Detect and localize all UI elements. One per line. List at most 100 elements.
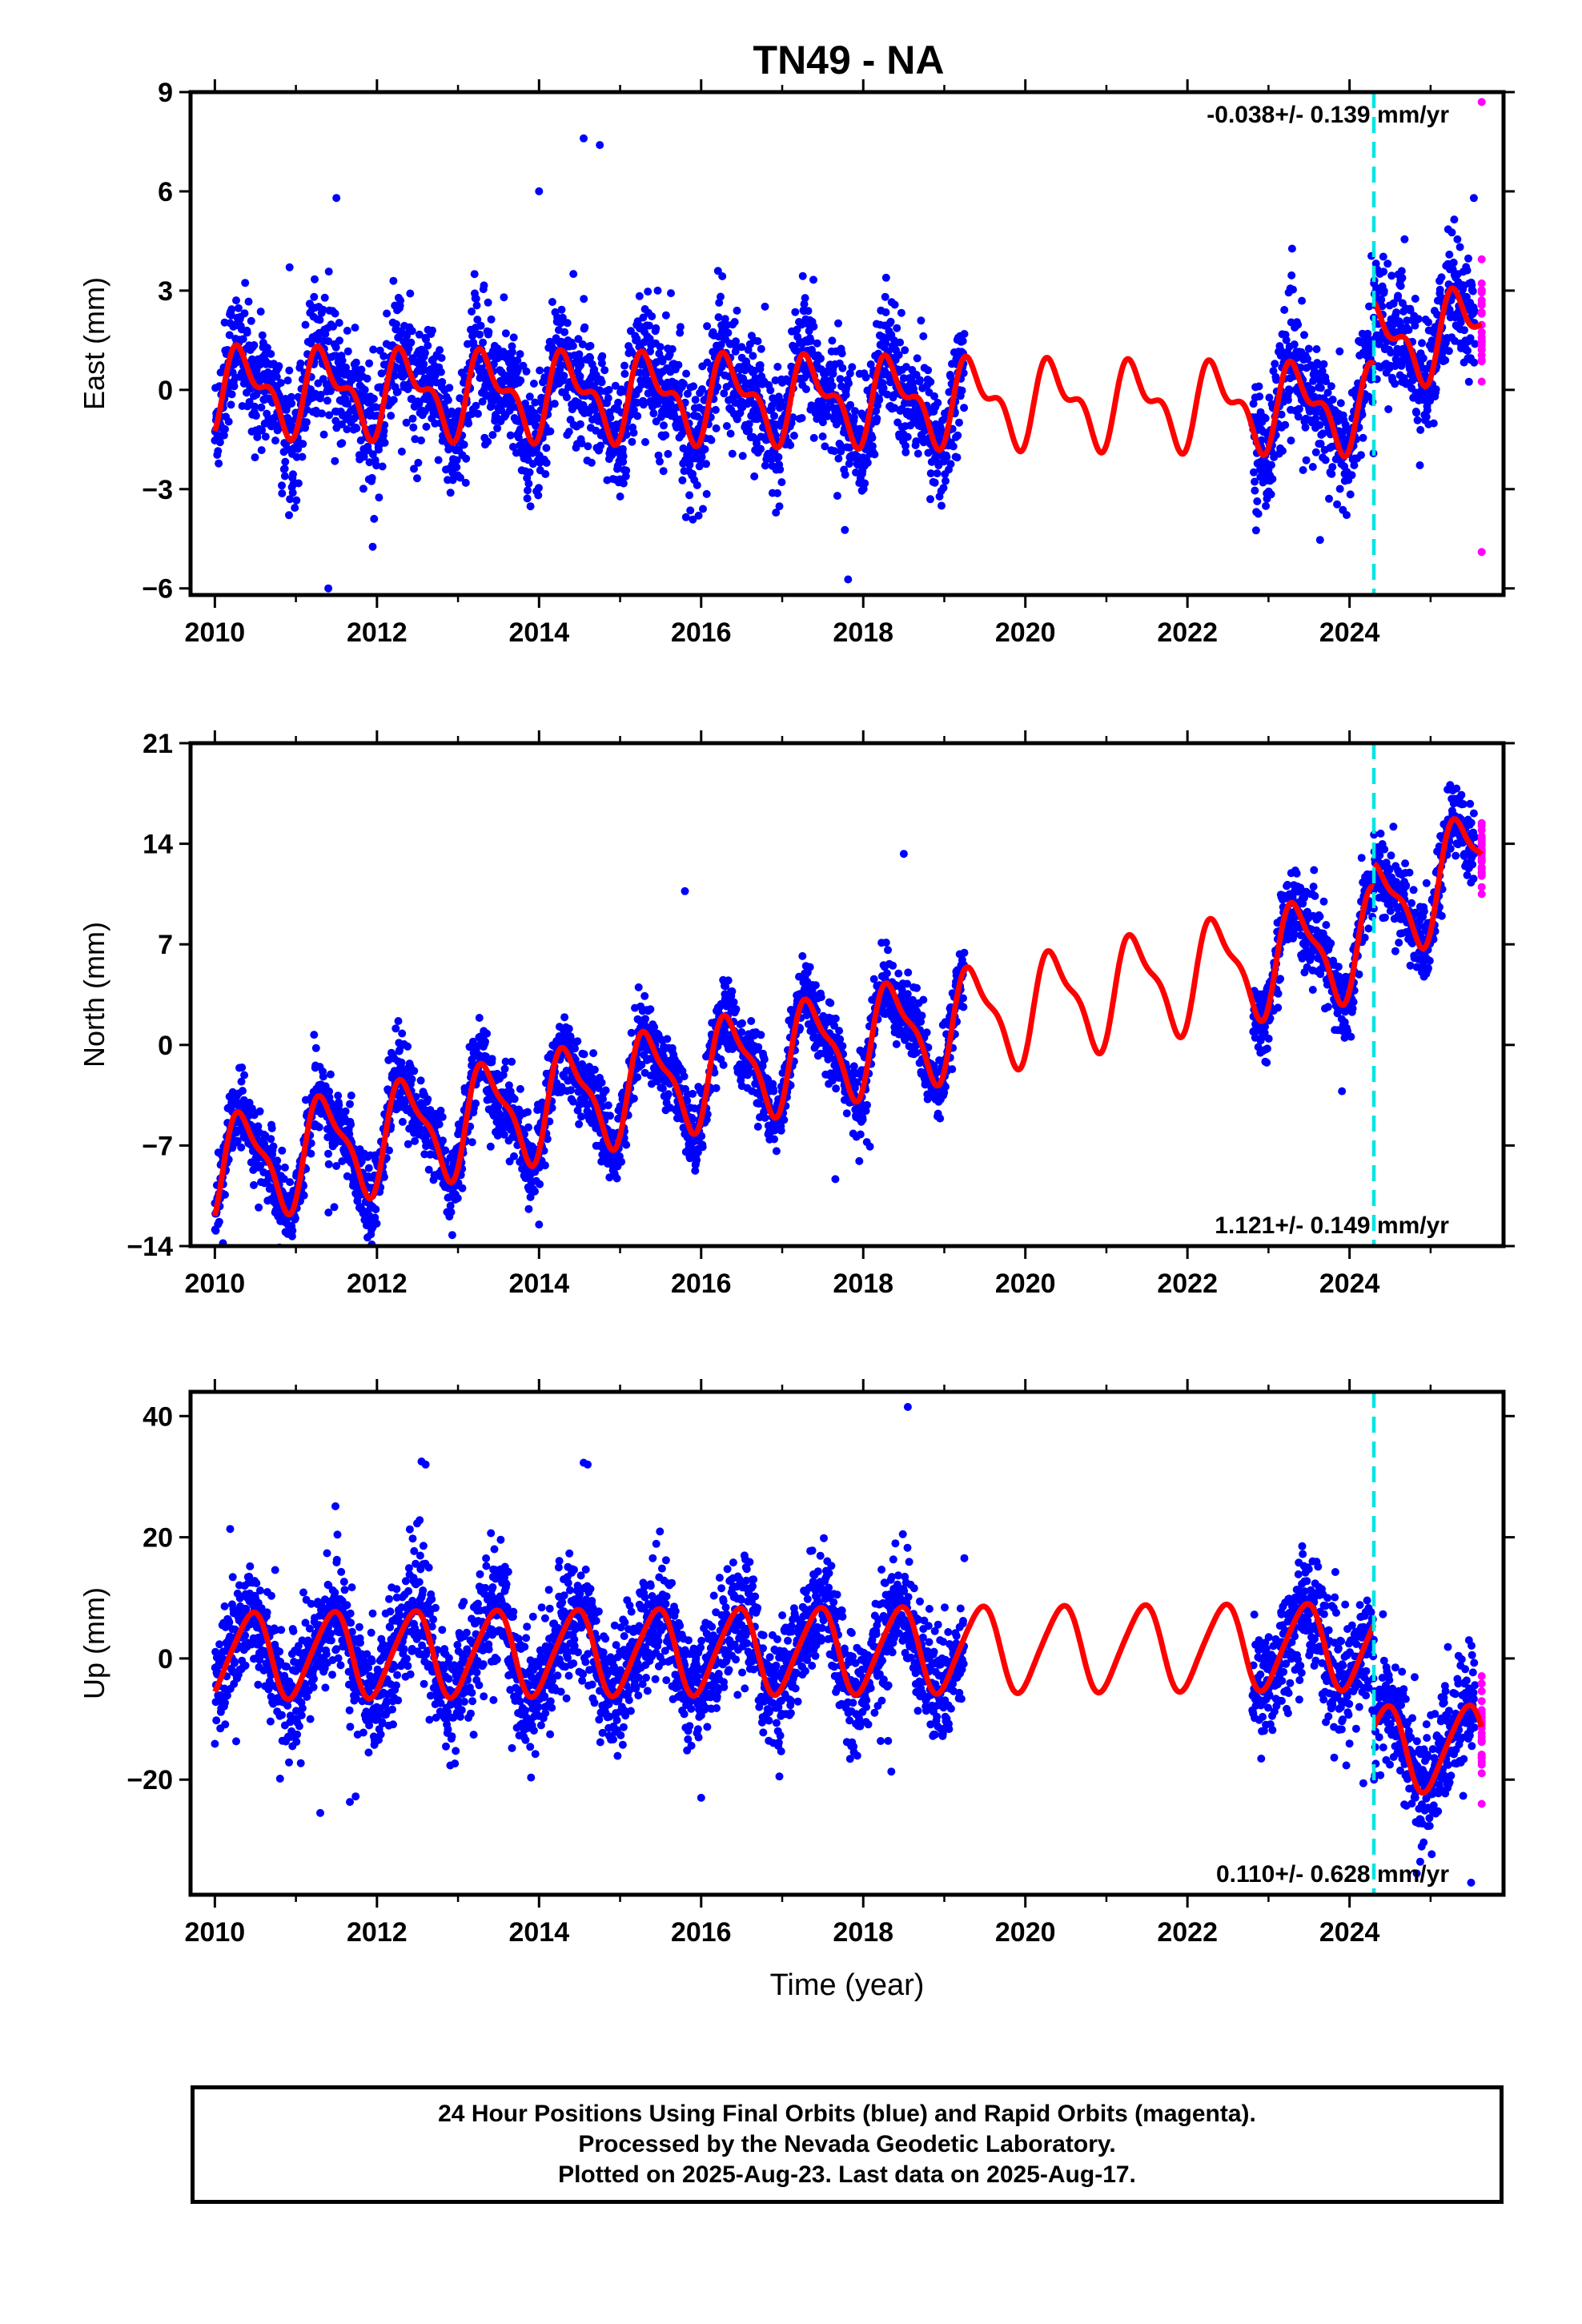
data-point xyxy=(587,458,596,467)
data-point xyxy=(215,1217,223,1226)
data-point xyxy=(1418,339,1426,348)
data-point xyxy=(391,1024,400,1033)
data-point xyxy=(571,1044,579,1053)
data-point xyxy=(597,359,606,368)
data-point xyxy=(797,414,806,422)
data-point xyxy=(369,345,378,354)
data-point xyxy=(278,489,287,498)
data-point xyxy=(357,365,366,374)
data-point xyxy=(960,330,969,338)
data-point xyxy=(1471,307,1479,316)
data-point xyxy=(592,426,600,435)
data-point xyxy=(577,439,586,448)
data-point xyxy=(437,354,446,362)
data-point xyxy=(320,293,329,302)
data-point xyxy=(535,484,543,493)
data-point xyxy=(685,491,694,500)
data-point xyxy=(486,1142,495,1151)
data-point xyxy=(809,275,817,284)
data-point xyxy=(1469,194,1478,203)
y-tick-label: −3 xyxy=(142,475,173,505)
data-point xyxy=(255,1107,264,1116)
rapid-orbit-point xyxy=(1477,309,1486,318)
data-point xyxy=(1463,266,1472,275)
data-point xyxy=(289,470,297,479)
data-point xyxy=(841,525,849,534)
data-point xyxy=(616,493,624,501)
data-point xyxy=(397,447,406,456)
data-point xyxy=(221,424,229,433)
data-point xyxy=(307,1149,315,1158)
data-point xyxy=(756,361,765,369)
data-point xyxy=(1415,461,1424,469)
data-point xyxy=(576,372,584,380)
data-point xyxy=(628,437,636,446)
data-point xyxy=(531,398,540,407)
data-point xyxy=(472,295,480,303)
data-point xyxy=(707,436,716,444)
data-point xyxy=(525,468,534,476)
data-point xyxy=(1336,399,1345,408)
data-point xyxy=(424,1095,432,1104)
data-point xyxy=(913,449,922,458)
data-point xyxy=(332,194,341,203)
data-point xyxy=(813,339,821,348)
rapid-orbit-points-east xyxy=(1477,255,1486,386)
data-point xyxy=(678,476,687,485)
data-point xyxy=(247,316,255,325)
data-point xyxy=(596,387,604,396)
data-point xyxy=(529,380,538,388)
data-point xyxy=(798,271,807,280)
data-point xyxy=(303,405,311,414)
data-point xyxy=(653,286,662,295)
data-point xyxy=(393,388,402,396)
data-point xyxy=(656,343,665,352)
data-point xyxy=(717,292,725,301)
data-point xyxy=(347,1092,355,1100)
data-point xyxy=(326,387,335,396)
data-point xyxy=(773,489,781,497)
data-point xyxy=(476,330,484,339)
data-point xyxy=(319,305,327,314)
data-point xyxy=(924,366,933,375)
data-point xyxy=(370,514,379,523)
data-point xyxy=(483,1029,492,1038)
data-point xyxy=(343,425,351,434)
data-point xyxy=(360,385,369,394)
data-point xyxy=(635,292,644,300)
data-point xyxy=(331,416,340,425)
data-point xyxy=(1396,282,1405,291)
data-point xyxy=(296,359,305,368)
data-point xyxy=(676,323,685,332)
data-point xyxy=(868,433,877,442)
data-point xyxy=(415,330,424,339)
data-point xyxy=(378,462,387,471)
data-point xyxy=(1431,385,1440,394)
data-point xyxy=(1327,469,1336,478)
data-point xyxy=(438,378,447,386)
data-point xyxy=(390,372,399,380)
data-point xyxy=(718,272,727,280)
data-point xyxy=(697,452,706,461)
data-point xyxy=(641,1015,649,1023)
data-point xyxy=(351,324,359,332)
data-point xyxy=(584,442,592,451)
data-point xyxy=(838,364,847,372)
data-point xyxy=(447,1208,456,1216)
data-point xyxy=(1437,273,1446,282)
data-point xyxy=(273,1156,282,1165)
data-point xyxy=(407,338,416,347)
data-point xyxy=(521,399,530,408)
rapid-orbit-point xyxy=(1477,336,1486,344)
data-point xyxy=(618,444,627,453)
data-point xyxy=(873,414,881,423)
data-point xyxy=(606,413,615,422)
data-point xyxy=(863,458,872,467)
data-point xyxy=(1387,271,1396,280)
data-point xyxy=(347,1120,355,1129)
data-point xyxy=(1411,295,1419,303)
data-point xyxy=(633,1073,642,1082)
data-point xyxy=(479,338,488,347)
data-point xyxy=(881,273,890,282)
data-point xyxy=(389,396,398,404)
